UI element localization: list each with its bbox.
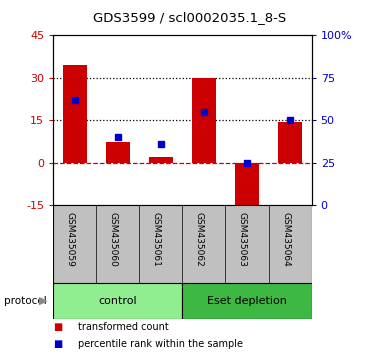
Text: GSM435062: GSM435062: [195, 212, 204, 266]
Bar: [235, 163, 259, 211]
Text: GSM435059: GSM435059: [66, 212, 75, 267]
Bar: [278, 122, 302, 163]
Text: control: control: [98, 296, 137, 306]
Bar: [106, 142, 130, 163]
Text: ■: ■: [53, 322, 62, 332]
Text: percentile rank within the sample: percentile rank within the sample: [78, 339, 243, 349]
Text: GSM435060: GSM435060: [109, 212, 118, 267]
Bar: [149, 157, 173, 163]
FancyBboxPatch shape: [182, 283, 312, 319]
Text: protocol: protocol: [4, 296, 46, 306]
Bar: [63, 65, 87, 163]
Text: GDS3599 / scl0002035.1_8-S: GDS3599 / scl0002035.1_8-S: [93, 11, 287, 24]
FancyBboxPatch shape: [53, 205, 312, 283]
Bar: [192, 78, 216, 163]
Text: Eset depletion: Eset depletion: [207, 296, 287, 306]
Text: GSM435064: GSM435064: [281, 212, 290, 266]
Text: ■: ■: [53, 339, 62, 349]
Text: GSM435063: GSM435063: [238, 212, 247, 267]
Text: transformed count: transformed count: [78, 322, 169, 332]
Text: GSM435061: GSM435061: [152, 212, 161, 267]
FancyBboxPatch shape: [53, 283, 182, 319]
Text: ▶: ▶: [40, 296, 48, 306]
